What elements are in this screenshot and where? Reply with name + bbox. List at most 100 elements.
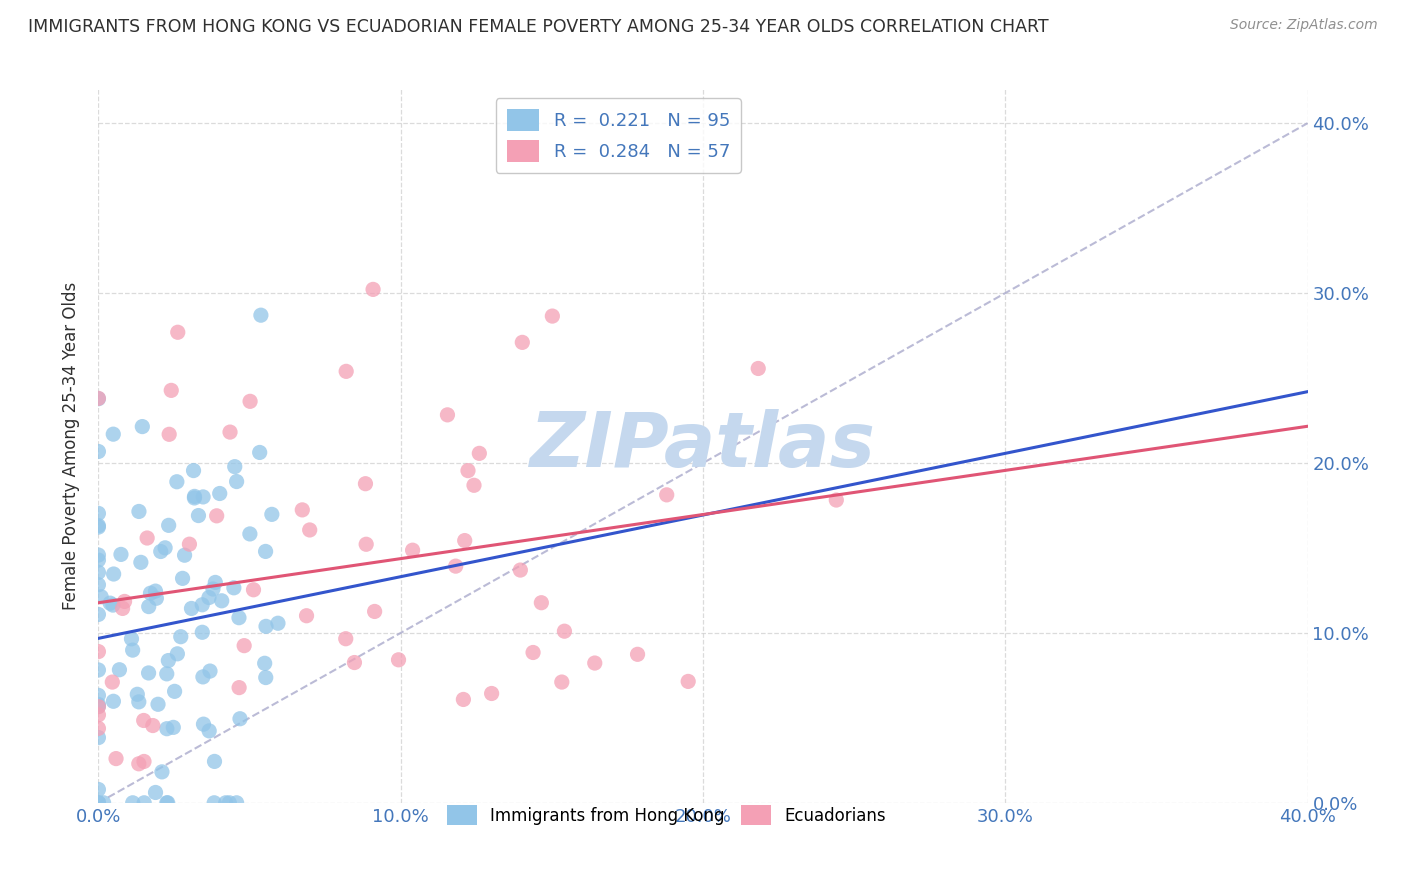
Point bbox=[87, 607, 110, 622]
Point bbox=[121, 643, 143, 657]
Point bbox=[156, 666, 179, 681]
Point bbox=[121, 632, 143, 646]
Point bbox=[110, 548, 132, 562]
Point bbox=[156, 796, 179, 810]
Point bbox=[363, 604, 385, 618]
Point bbox=[201, 582, 224, 596]
Point bbox=[183, 464, 205, 478]
Point bbox=[335, 632, 357, 646]
Point bbox=[254, 544, 277, 558]
Point bbox=[436, 408, 458, 422]
Point bbox=[131, 419, 153, 434]
Point bbox=[530, 596, 553, 610]
Point bbox=[187, 508, 209, 523]
Point bbox=[87, 796, 110, 810]
Point bbox=[191, 598, 214, 612]
Point bbox=[166, 647, 188, 661]
Point bbox=[254, 671, 277, 685]
Point bbox=[553, 624, 575, 639]
Point bbox=[150, 764, 173, 779]
Point bbox=[444, 559, 467, 574]
Point bbox=[156, 722, 179, 736]
Point bbox=[103, 567, 125, 582]
Y-axis label: Female Poverty Among 25-34 Year Olds: Female Poverty Among 25-34 Year Olds bbox=[62, 282, 80, 610]
Point bbox=[229, 712, 252, 726]
Point bbox=[211, 594, 233, 608]
Point bbox=[87, 698, 110, 712]
Point bbox=[146, 698, 169, 712]
Point bbox=[87, 731, 110, 745]
Point bbox=[179, 537, 201, 551]
Point bbox=[90, 590, 112, 604]
Point bbox=[233, 639, 256, 653]
Point bbox=[454, 533, 477, 548]
Point bbox=[225, 796, 247, 810]
Point bbox=[87, 782, 110, 797]
Point bbox=[166, 325, 188, 339]
Point bbox=[173, 548, 195, 562]
Point bbox=[239, 527, 262, 541]
Point bbox=[108, 663, 131, 677]
Point bbox=[87, 548, 110, 562]
Point bbox=[149, 544, 172, 558]
Point bbox=[87, 444, 110, 458]
Point bbox=[87, 699, 110, 714]
Point bbox=[153, 541, 176, 555]
Point bbox=[224, 459, 246, 474]
Point bbox=[343, 656, 366, 670]
Point bbox=[87, 707, 110, 722]
Point bbox=[583, 656, 606, 670]
Point bbox=[401, 543, 423, 558]
Point bbox=[157, 654, 180, 668]
Point bbox=[239, 394, 262, 409]
Point bbox=[87, 644, 110, 658]
Point bbox=[160, 384, 183, 398]
Point bbox=[183, 491, 205, 505]
Point bbox=[198, 664, 221, 678]
Point bbox=[253, 657, 276, 671]
Text: IMMIGRANTS FROM HONG KONG VS ECUADORIAN FEMALE POVERTY AMONG 25-34 YEAR OLDS COR: IMMIGRANTS FROM HONG KONG VS ECUADORIAN … bbox=[28, 18, 1049, 36]
Point bbox=[295, 608, 318, 623]
Point bbox=[825, 493, 848, 508]
Point bbox=[101, 598, 124, 612]
Point bbox=[242, 582, 264, 597]
Point bbox=[522, 645, 544, 659]
Point bbox=[157, 518, 180, 533]
Point bbox=[145, 584, 167, 599]
Point bbox=[198, 591, 221, 605]
Point bbox=[202, 796, 225, 810]
Point bbox=[127, 687, 149, 701]
Point bbox=[87, 392, 110, 406]
Point bbox=[228, 681, 250, 695]
Point bbox=[354, 476, 377, 491]
Point bbox=[298, 523, 321, 537]
Point bbox=[103, 427, 125, 442]
Point bbox=[481, 686, 503, 700]
Point bbox=[138, 599, 160, 614]
Point bbox=[134, 796, 156, 810]
Point bbox=[114, 594, 136, 608]
Point bbox=[129, 555, 152, 569]
Point bbox=[101, 675, 124, 690]
Point bbox=[87, 507, 110, 521]
Point bbox=[191, 670, 214, 684]
Point bbox=[354, 537, 377, 551]
Legend: Immigrants from Hong Kong, Ecuadorians: Immigrants from Hong Kong, Ecuadorians bbox=[439, 797, 894, 834]
Point bbox=[132, 755, 155, 769]
Point bbox=[551, 675, 574, 690]
Point bbox=[87, 518, 110, 533]
Point bbox=[87, 689, 110, 703]
Point bbox=[87, 578, 110, 592]
Point bbox=[136, 531, 159, 545]
Point bbox=[198, 723, 221, 738]
Point bbox=[132, 714, 155, 728]
Point bbox=[111, 601, 134, 615]
Point bbox=[676, 674, 699, 689]
Point bbox=[204, 755, 226, 769]
Point bbox=[335, 364, 357, 378]
Point bbox=[87, 699, 110, 714]
Point bbox=[222, 581, 245, 595]
Point bbox=[218, 796, 240, 810]
Point bbox=[105, 751, 128, 765]
Point bbox=[145, 785, 167, 799]
